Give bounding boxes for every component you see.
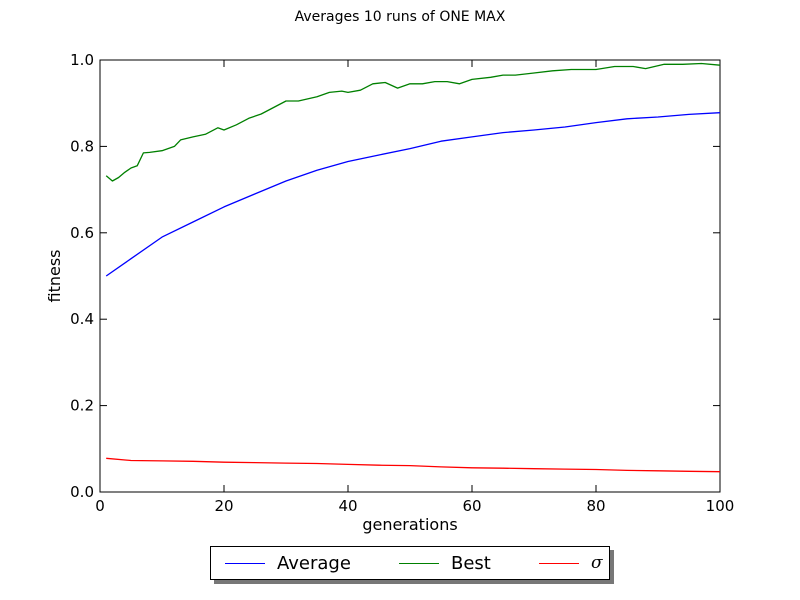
series-line-average <box>105 112 721 277</box>
legend: Average Best σ <box>210 546 610 580</box>
axis-ticks <box>99 59 721 493</box>
x-tick-label: 60 <box>462 497 481 515</box>
chart-title: Averages 10 runs of ONE MAX <box>294 9 506 25</box>
legend-label-sigma: σ <box>591 553 603 573</box>
x-tick-label: 40 <box>338 497 357 515</box>
legend-swatch-sigma <box>539 562 579 564</box>
legend-swatch-average <box>225 562 265 564</box>
x-tick-label: 80 <box>586 497 605 515</box>
x-tick-label: 0 <box>95 497 105 515</box>
series-line-sigma <box>106 457 721 473</box>
x-tick-label: 100 <box>706 497 735 515</box>
legend-item-average: Average <box>225 547 351 579</box>
y-tick-label: 0.2 <box>70 397 94 415</box>
x-tick-label: 20 <box>214 497 233 515</box>
legend-label-best: Best <box>451 552 491 574</box>
y-axis-label: fitness <box>45 249 64 302</box>
y-tick-label: 0.8 <box>70 137 94 155</box>
series-line-best <box>105 62 721 182</box>
legend-item-sigma: σ <box>539 547 603 579</box>
legend-label-average: Average <box>277 552 351 574</box>
x-axis-label: generations <box>362 515 457 534</box>
y-tick-label: 0.6 <box>70 224 94 242</box>
axis-tick-labels: 0 20 40 60 80 100 0.0 0.2 0.4 0.6 0.8 1.0 <box>70 51 734 515</box>
legend-swatch-best <box>399 562 439 564</box>
y-tick-label: 0.0 <box>70 483 94 501</box>
series-lines <box>105 62 721 473</box>
plot-frame <box>99 59 721 493</box>
legend-item-best: Best <box>399 547 491 579</box>
y-tick-label: 0.4 <box>70 310 94 328</box>
y-tick-label: 1.0 <box>70 51 94 69</box>
